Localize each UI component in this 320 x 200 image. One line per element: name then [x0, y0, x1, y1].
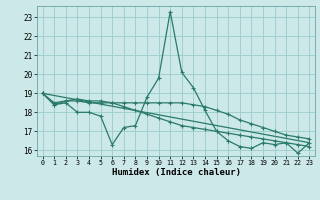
X-axis label: Humidex (Indice chaleur): Humidex (Indice chaleur): [111, 168, 241, 177]
